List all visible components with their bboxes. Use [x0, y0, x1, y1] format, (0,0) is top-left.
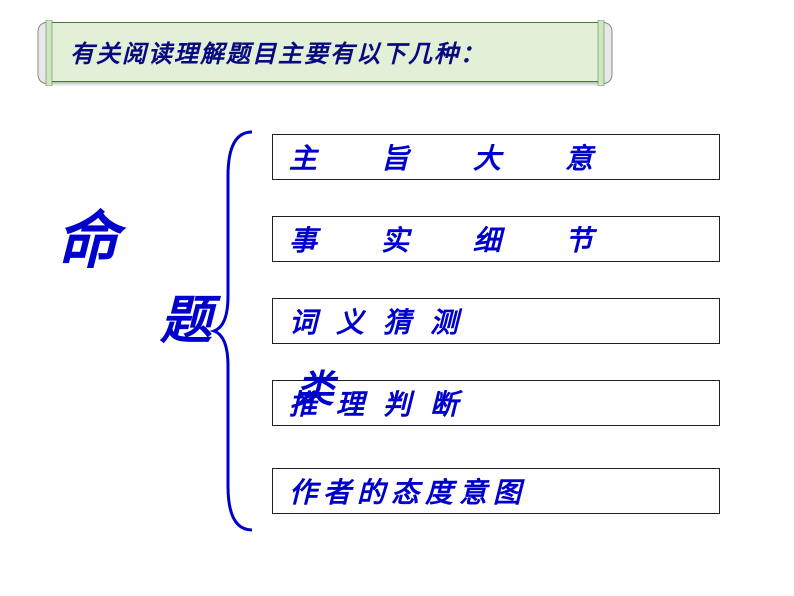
item-text: 事 实 细 节 — [289, 219, 611, 259]
banner-text: 有关阅读理解题目主要有以下几种： — [70, 34, 486, 69]
item-text: 词 义 猜 测 — [289, 301, 464, 341]
title-banner: 有关阅读理解题目主要有以下几种： — [30, 22, 620, 84]
item-box-2: 事 实 细 节 — [272, 216, 720, 262]
item-box-5: 作者的态度意图 — [272, 468, 720, 514]
item-text: 主 旨 大 意 — [289, 137, 611, 177]
brace-icon — [208, 126, 258, 536]
item-box-1: 主 旨 大 意 — [272, 134, 720, 180]
heading-char-2: 题 — [160, 278, 212, 353]
item-box-4: 推 理 判 断 — [272, 380, 720, 426]
overlay-char: 类 — [296, 358, 334, 413]
scroll-cap-left-icon — [32, 20, 54, 86]
item-text: 作者的态度意图 — [289, 471, 527, 511]
scroll-cap-right-icon — [596, 20, 618, 86]
item-box-3: 词 义 猜 测 — [272, 298, 720, 344]
heading-char-1: 命 — [56, 190, 118, 280]
